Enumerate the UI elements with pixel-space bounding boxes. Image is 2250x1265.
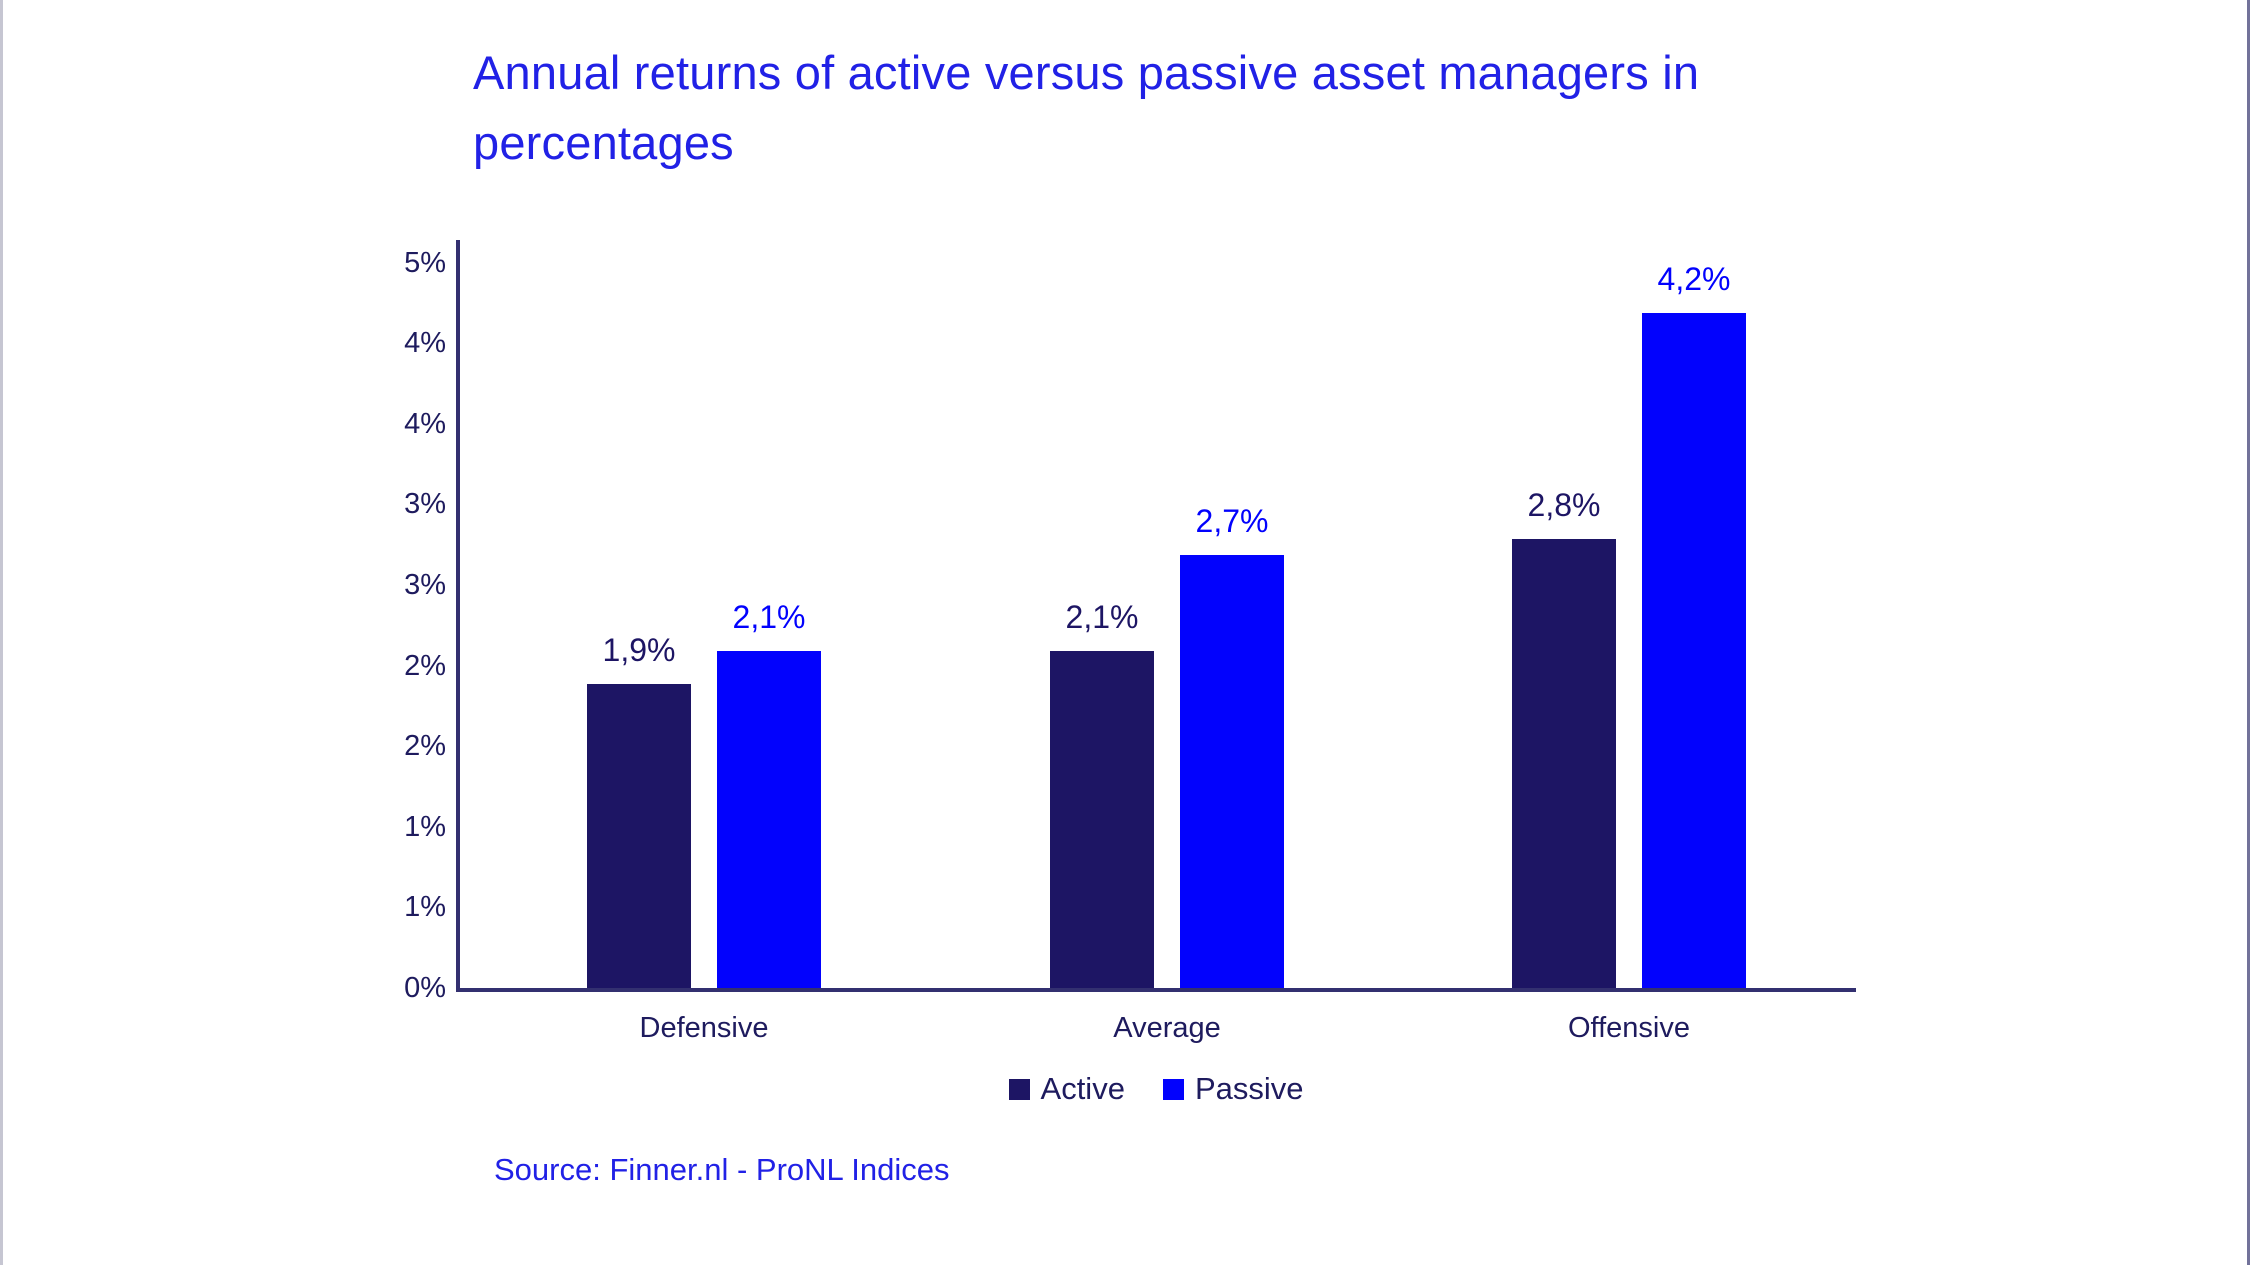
category-label-average: Average <box>1113 1012 1221 1044</box>
left-edge-line <box>0 0 3 1265</box>
y-tick-label: 2% <box>404 650 446 682</box>
category-label-offensive: Offensive <box>1568 1012 1690 1044</box>
legend-label: Passive <box>1194 1071 1304 1106</box>
bar-value-label: 1,9% <box>602 632 676 668</box>
legend-label: Active <box>1040 1071 1125 1106</box>
bar-active-defensive <box>587 684 691 990</box>
bar-passive-offensive <box>1642 313 1746 990</box>
y-tick-label: 1% <box>404 811 446 843</box>
legend-item-passive: Passive <box>1162 1071 1304 1106</box>
bar-value-label: 2,1% <box>732 599 806 635</box>
source-note: Source: Finner.nl - ProNL Indices <box>494 1152 950 1187</box>
bar-active-offensive <box>1512 539 1616 990</box>
bar-active-average <box>1050 651 1154 990</box>
y-tick-label: 0% <box>404 972 446 1004</box>
y-tick-label: 1% <box>404 891 446 923</box>
bar-passive-defensive <box>717 651 821 990</box>
bar-value-label: 2,8% <box>1527 487 1601 523</box>
y-tick-label: 5% <box>404 247 446 279</box>
legend-swatch-icon <box>1008 1078 1030 1100</box>
y-tick-label: 2% <box>404 730 446 762</box>
y-tick-label: 4% <box>404 408 446 440</box>
page-title: Annual returns of active versus passive … <box>473 46 1700 169</box>
legend-swatch-icon <box>1162 1078 1184 1100</box>
y-tick-label: 3% <box>404 488 446 520</box>
legend-item-active: Active <box>1008 1071 1125 1106</box>
y-tick-label: 3% <box>404 569 446 601</box>
bar-value-label: 4,2% <box>1657 261 1731 297</box>
right-edge-line <box>2247 0 2250 1265</box>
y-tick-label: 4% <box>404 327 446 359</box>
y-axis-line <box>456 240 460 992</box>
bar-value-label: 2,1% <box>1065 599 1139 635</box>
bar-value-label: 2,7% <box>1195 503 1269 539</box>
chart-legend: Active Passive <box>456 1072 1856 1106</box>
category-label-defensive: Defensive <box>639 1012 769 1044</box>
bar-passive-average <box>1180 555 1284 990</box>
x-axis-line <box>456 988 1856 992</box>
